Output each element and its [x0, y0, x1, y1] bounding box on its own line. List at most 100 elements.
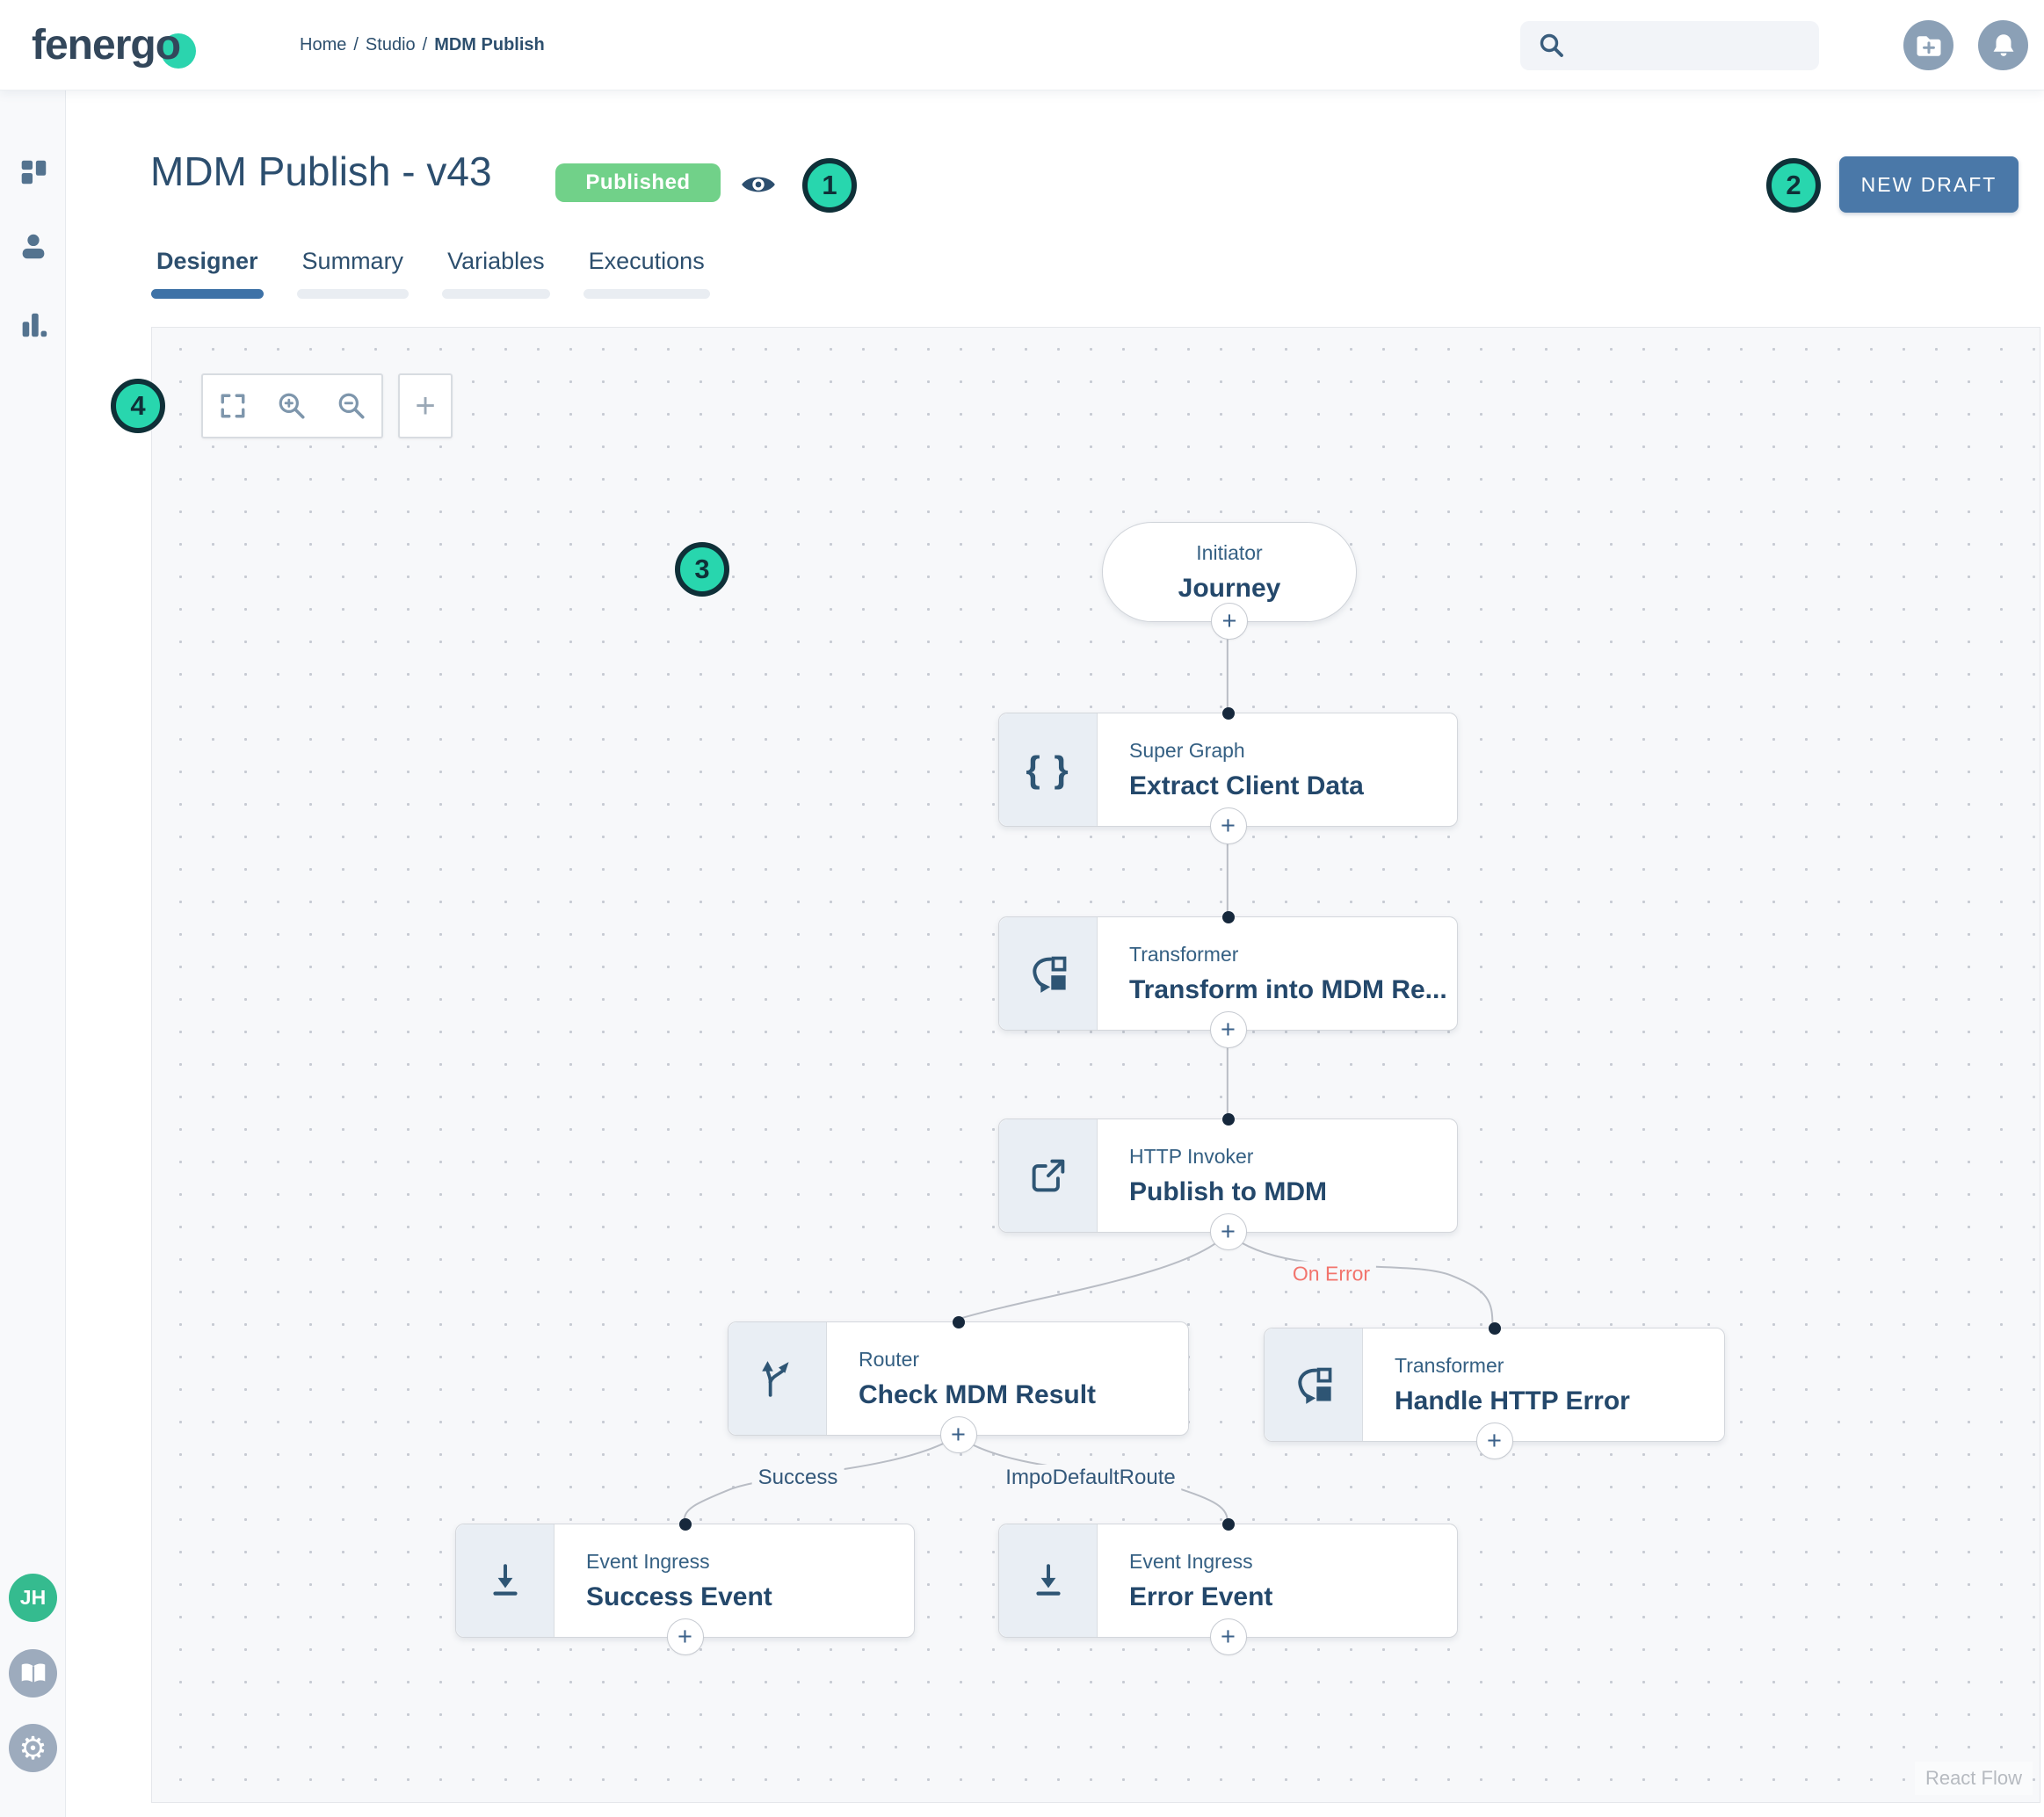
- annotation-badge-2: 2: [1766, 158, 1821, 213]
- user-icon: [17, 230, 50, 264]
- search-input[interactable]: [1576, 35, 1805, 56]
- breadcrumb-home[interactable]: Home: [300, 35, 347, 54]
- preview-eye-icon[interactable]: [741, 172, 776, 197]
- edge-publish-error: [1226, 1232, 1494, 1327]
- node-texts: Transformer Handle HTTP Error: [1363, 1328, 1630, 1441]
- add-step-button[interactable]: +: [939, 1416, 977, 1453]
- react-flow-attribution[interactable]: React Flow: [1914, 1762, 2033, 1795]
- breadcrumb-separator: /: [422, 35, 428, 54]
- node-icon-column: [456, 1524, 554, 1637]
- tab-designer[interactable]: Designer: [151, 248, 264, 299]
- annotation-badge-1: 1: [802, 158, 857, 213]
- flow-node-check-mdm-result[interactable]: Router Check MDM Result +: [728, 1316, 1189, 1453]
- canvas-toolbar: [201, 373, 383, 438]
- braces-icon: { }: [1026, 749, 1070, 790]
- tab-underline: [296, 289, 410, 299]
- zoom-in-button[interactable]: [274, 388, 309, 423]
- input-handle: [1221, 911, 1235, 923]
- sidebar-item-users[interactable]: [0, 229, 66, 264]
- breadcrumb-separator: /: [353, 35, 359, 54]
- add-step-button[interactable]: +: [1209, 807, 1247, 844]
- tab-label: Designer: [156, 248, 258, 274]
- bell-icon: [1989, 31, 2019, 61]
- avatar-initials: JH: [19, 1586, 47, 1609]
- ingress-download-icon: [1028, 1560, 1069, 1601]
- node-type-label: Router: [859, 1347, 920, 1371]
- ingress-download-icon: [485, 1560, 525, 1601]
- node-name: Journey: [1178, 573, 1281, 603]
- node-name: Publish to MDM: [1129, 1176, 1327, 1206]
- notifications-button[interactable]: [1978, 20, 2028, 70]
- flow-node-extract-client-data[interactable]: { } Super Graph Extract Client Data +: [998, 707, 1458, 844]
- sidebar-item-analytics[interactable]: [0, 308, 66, 343]
- add-step-button[interactable]: +: [1209, 1011, 1247, 1048]
- node-type-label: Super Graph: [1129, 738, 1245, 762]
- settings-button[interactable]: ⚙: [9, 1724, 57, 1772]
- fit-view-button[interactable]: [215, 388, 250, 423]
- flow-canvas[interactable]: + Initiator Journey + { } Super Graph Ex…: [151, 327, 2040, 1803]
- flow-node-success-event[interactable]: Event Ingress Success Event +: [455, 1518, 915, 1655]
- node-type-label: Transformer: [1395, 1353, 1504, 1377]
- add-step-button[interactable]: +: [666, 1618, 704, 1655]
- logo-dot-icon: [161, 33, 197, 69]
- sidebar-item-dashboard[interactable]: [0, 155, 66, 190]
- new-item-button[interactable]: [1903, 20, 1953, 70]
- annotation-badge-4: 4: [111, 379, 165, 433]
- docs-button[interactable]: [9, 1649, 57, 1698]
- node-texts: Event Ingress Error Event: [1098, 1524, 1272, 1637]
- node-texts: Router Check MDM Result: [827, 1322, 1096, 1435]
- tab-label: Executions: [588, 248, 705, 274]
- tab-underline: [583, 289, 710, 299]
- tab-variables[interactable]: Variables: [442, 248, 550, 299]
- bar-chart-icon: [17, 308, 50, 342]
- node-type-label: Event Ingress: [586, 1549, 710, 1573]
- node-texts: Transformer Transform into MDM Re...: [1098, 917, 1447, 1030]
- tab-label: Summary: [301, 248, 404, 274]
- add-step-button[interactable]: +: [1209, 1213, 1247, 1250]
- add-step-button[interactable]: +: [1211, 603, 1248, 640]
- flow-node-handle-http-error[interactable]: Transformer Handle HTTP Error +: [1264, 1322, 1725, 1459]
- page-title: MDM Publish - v43: [150, 148, 492, 194]
- node-icon-column: { }: [999, 713, 1098, 826]
- node-name: Check MDM Result: [859, 1379, 1097, 1409]
- breadcrumb-studio[interactable]: Studio: [365, 35, 416, 54]
- external-link-icon: [1027, 1155, 1069, 1197]
- node-type-label: Transformer: [1129, 942, 1239, 966]
- breadcrumb-current: MDM Publish: [434, 35, 545, 54]
- node-icon-column: [999, 1119, 1098, 1232]
- tab-label: Variables: [447, 248, 545, 274]
- node-icon-column: [728, 1322, 827, 1435]
- node-texts: Event Ingress Success Event: [554, 1524, 772, 1637]
- node-type-label: Event Ingress: [1129, 1549, 1253, 1573]
- status-badge: Published: [555, 163, 721, 202]
- search-box[interactable]: [1520, 21, 1819, 70]
- node-name: Success Event: [586, 1582, 772, 1611]
- fenergo-logo[interactable]: fenergo: [32, 0, 197, 90]
- annotation-badge-3: 3: [675, 542, 729, 597]
- user-avatar[interactable]: JH: [9, 1574, 57, 1622]
- flow-node-journey[interactable]: Initiator Journey +: [1102, 522, 1357, 640]
- input-handle: [1221, 1113, 1235, 1126]
- node-name: Extract Client Data: [1129, 771, 1364, 800]
- add-node-button[interactable]: +: [398, 373, 453, 438]
- transform-icon: [1027, 952, 1069, 995]
- flow-node-publish-to-mdm[interactable]: HTTP Invoker Publish to MDM +: [998, 1113, 1458, 1250]
- app-header: fenergo Home / Studio / MDM Publish: [0, 0, 2044, 90]
- tab-summary[interactable]: Summary: [296, 248, 410, 299]
- zoom-out-button[interactable]: [334, 388, 369, 423]
- folder-plus-icon: [1913, 31, 1945, 61]
- flow-node-error-event[interactable]: Event Ingress Error Event +: [998, 1518, 1458, 1655]
- tab-executions[interactable]: Executions: [583, 248, 710, 299]
- input-handle: [1221, 707, 1235, 720]
- breadcrumb: Home / Studio / MDM Publish: [300, 0, 545, 90]
- flow-node-transform-into-mdm[interactable]: Transformer Transform into MDM Re... +: [998, 911, 1458, 1048]
- add-step-button[interactable]: +: [1209, 1618, 1247, 1655]
- add-step-button[interactable]: +: [1475, 1422, 1513, 1459]
- node-icon-column: [999, 917, 1098, 1030]
- open-book-icon: [18, 1659, 49, 1689]
- node-texts: HTTP Invoker Publish to MDM: [1098, 1119, 1327, 1232]
- node-name: Error Event: [1129, 1582, 1273, 1611]
- new-draft-button[interactable]: NEW DRAFT: [1839, 156, 2019, 213]
- gear-icon: ⚙: [18, 1729, 47, 1766]
